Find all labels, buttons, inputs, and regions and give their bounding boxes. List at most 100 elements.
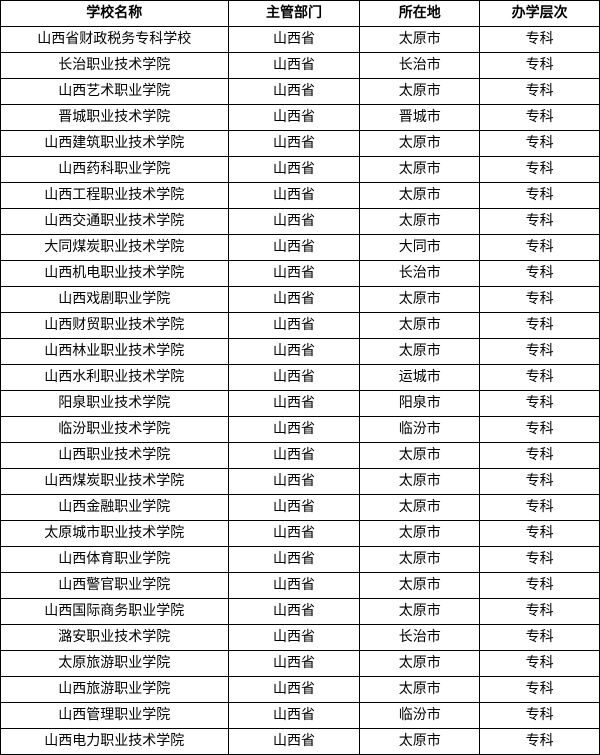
table-cell: 太原市 xyxy=(360,469,480,495)
table-cell: 太原市 xyxy=(360,573,480,599)
table-cell: 专科 xyxy=(480,599,600,625)
table-cell: 专科 xyxy=(480,521,600,547)
table-cell: 太原市 xyxy=(360,677,480,703)
table-cell: 山西警官职业学院 xyxy=(1,573,229,599)
table-cell: 专科 xyxy=(480,27,600,53)
table-cell: 专科 xyxy=(480,651,600,677)
table-cell: 山西体育职业学院 xyxy=(1,547,229,573)
table-row: 山西艺术职业学院山西省太原市专科 xyxy=(1,79,600,105)
table-cell: 太原市 xyxy=(360,287,480,313)
table-row: 山西财贸职业技术学院山西省太原市专科 xyxy=(1,313,600,339)
table-row: 山西警官职业学院山西省太原市专科 xyxy=(1,573,600,599)
table-cell: 专科 xyxy=(480,131,600,157)
table-cell: 山西省 xyxy=(228,313,360,339)
table-cell: 山西煤炭职业技术学院 xyxy=(1,469,229,495)
table-cell: 山西戏剧职业学院 xyxy=(1,287,229,313)
table-cell: 专科 xyxy=(480,339,600,365)
table-cell: 临汾市 xyxy=(360,417,480,443)
table-cell: 山西省 xyxy=(228,417,360,443)
table-cell: 太原市 xyxy=(360,131,480,157)
table-row: 山西机电职业技术学院山西省长治市专科 xyxy=(1,261,600,287)
table-cell: 山西省 xyxy=(228,677,360,703)
table-row: 山西金融职业学院山西省太原市专科 xyxy=(1,495,600,521)
table-cell: 山西省 xyxy=(228,469,360,495)
table-cell: 山西电力职业技术学院 xyxy=(1,729,229,755)
table-cell: 山西省 xyxy=(228,235,360,261)
table-cell: 山西省 xyxy=(228,287,360,313)
table-cell: 太原市 xyxy=(360,79,480,105)
table-cell: 专科 xyxy=(480,209,600,235)
table-row: 太原城市职业技术学院山西省太原市专科 xyxy=(1,521,600,547)
table-cell: 山西职业技术学院 xyxy=(1,443,229,469)
table-cell: 阳泉职业技术学院 xyxy=(1,391,229,417)
table-cell: 专科 xyxy=(480,79,600,105)
table-cell: 山西艺术职业学院 xyxy=(1,79,229,105)
table-cell: 山西机电职业技术学院 xyxy=(1,261,229,287)
table-cell: 山西省 xyxy=(228,521,360,547)
table-cell: 阳泉市 xyxy=(360,391,480,417)
table-cell: 专科 xyxy=(480,703,600,729)
table-cell: 山西林业职业技术学院 xyxy=(1,339,229,365)
table-cell: 山西省 xyxy=(228,261,360,287)
table-row: 山西电力职业技术学院山西省太原市专科 xyxy=(1,729,600,755)
table-cell: 山西省 xyxy=(228,209,360,235)
table-row: 临汾职业技术学院山西省临汾市专科 xyxy=(1,417,600,443)
table-cell: 山西省财政税务专科学校 xyxy=(1,27,229,53)
table-cell: 太原市 xyxy=(360,729,480,755)
table-header: 学校名称 主管部门 所在地 办学层次 xyxy=(1,1,600,27)
table-row: 长治职业技术学院山西省长治市专科 xyxy=(1,53,600,79)
table-cell: 太原市 xyxy=(360,599,480,625)
table-cell: 潞安职业技术学院 xyxy=(1,625,229,651)
table-cell: 专科 xyxy=(480,443,600,469)
table-row: 山西建筑职业技术学院山西省太原市专科 xyxy=(1,131,600,157)
table-cell: 专科 xyxy=(480,157,600,183)
table-cell: 山西旅游职业学院 xyxy=(1,677,229,703)
table-cell: 长治职业技术学院 xyxy=(1,53,229,79)
table-cell: 大同煤炭职业技术学院 xyxy=(1,235,229,261)
table-cell: 太原市 xyxy=(360,183,480,209)
table-cell: 太原市 xyxy=(360,27,480,53)
table-row: 潞安职业技术学院山西省长治市专科 xyxy=(1,625,600,651)
table-cell: 太原市 xyxy=(360,521,480,547)
table-cell: 专科 xyxy=(480,625,600,651)
table-row: 山西管理职业学院山西省临汾市专科 xyxy=(1,703,600,729)
table-cell: 专科 xyxy=(480,547,600,573)
header-row: 学校名称 主管部门 所在地 办学层次 xyxy=(1,1,600,27)
table-cell: 太原市 xyxy=(360,651,480,677)
table-row: 山西水利职业技术学院山西省运城市专科 xyxy=(1,365,600,391)
table-cell: 山西水利职业技术学院 xyxy=(1,365,229,391)
col-header-dept: 主管部门 xyxy=(228,1,360,27)
table-cell: 运城市 xyxy=(360,365,480,391)
table-cell: 山西省 xyxy=(228,105,360,131)
table-cell: 山西省 xyxy=(228,27,360,53)
col-header-name: 学校名称 xyxy=(1,1,229,27)
table-cell: 山西省 xyxy=(228,183,360,209)
table-cell: 山西省 xyxy=(228,573,360,599)
table-cell: 专科 xyxy=(480,313,600,339)
table-row: 山西工程职业技术学院山西省太原市专科 xyxy=(1,183,600,209)
table-body: 山西省财政税务专科学校山西省太原市专科长治职业技术学院山西省长治市专科山西艺术职… xyxy=(1,27,600,755)
table-row: 山西职业技术学院山西省太原市专科 xyxy=(1,443,600,469)
table-cell: 临汾职业技术学院 xyxy=(1,417,229,443)
table-cell: 太原市 xyxy=(360,443,480,469)
table-cell: 山西省 xyxy=(228,443,360,469)
table-cell: 山西工程职业技术学院 xyxy=(1,183,229,209)
table-cell: 专科 xyxy=(480,261,600,287)
table-cell: 山西省 xyxy=(228,599,360,625)
table-cell: 专科 xyxy=(480,573,600,599)
table-cell: 山西药科职业学院 xyxy=(1,157,229,183)
table-cell: 大同市 xyxy=(360,235,480,261)
table-cell: 长治市 xyxy=(360,53,480,79)
table-cell: 山西国际商务职业学院 xyxy=(1,599,229,625)
table-cell: 专科 xyxy=(480,391,600,417)
table-row: 山西药科职业学院山西省太原市专科 xyxy=(1,157,600,183)
table-cell: 专科 xyxy=(480,53,600,79)
table-row: 山西国际商务职业学院山西省太原市专科 xyxy=(1,599,600,625)
table-cell: 山西省 xyxy=(228,495,360,521)
table-cell: 山西省 xyxy=(228,703,360,729)
table-cell: 专科 xyxy=(480,495,600,521)
table-cell: 山西省 xyxy=(228,79,360,105)
table-row: 山西林业职业技术学院山西省太原市专科 xyxy=(1,339,600,365)
table-row: 山西旅游职业学院山西省太原市专科 xyxy=(1,677,600,703)
table-cell: 山西省 xyxy=(228,651,360,677)
